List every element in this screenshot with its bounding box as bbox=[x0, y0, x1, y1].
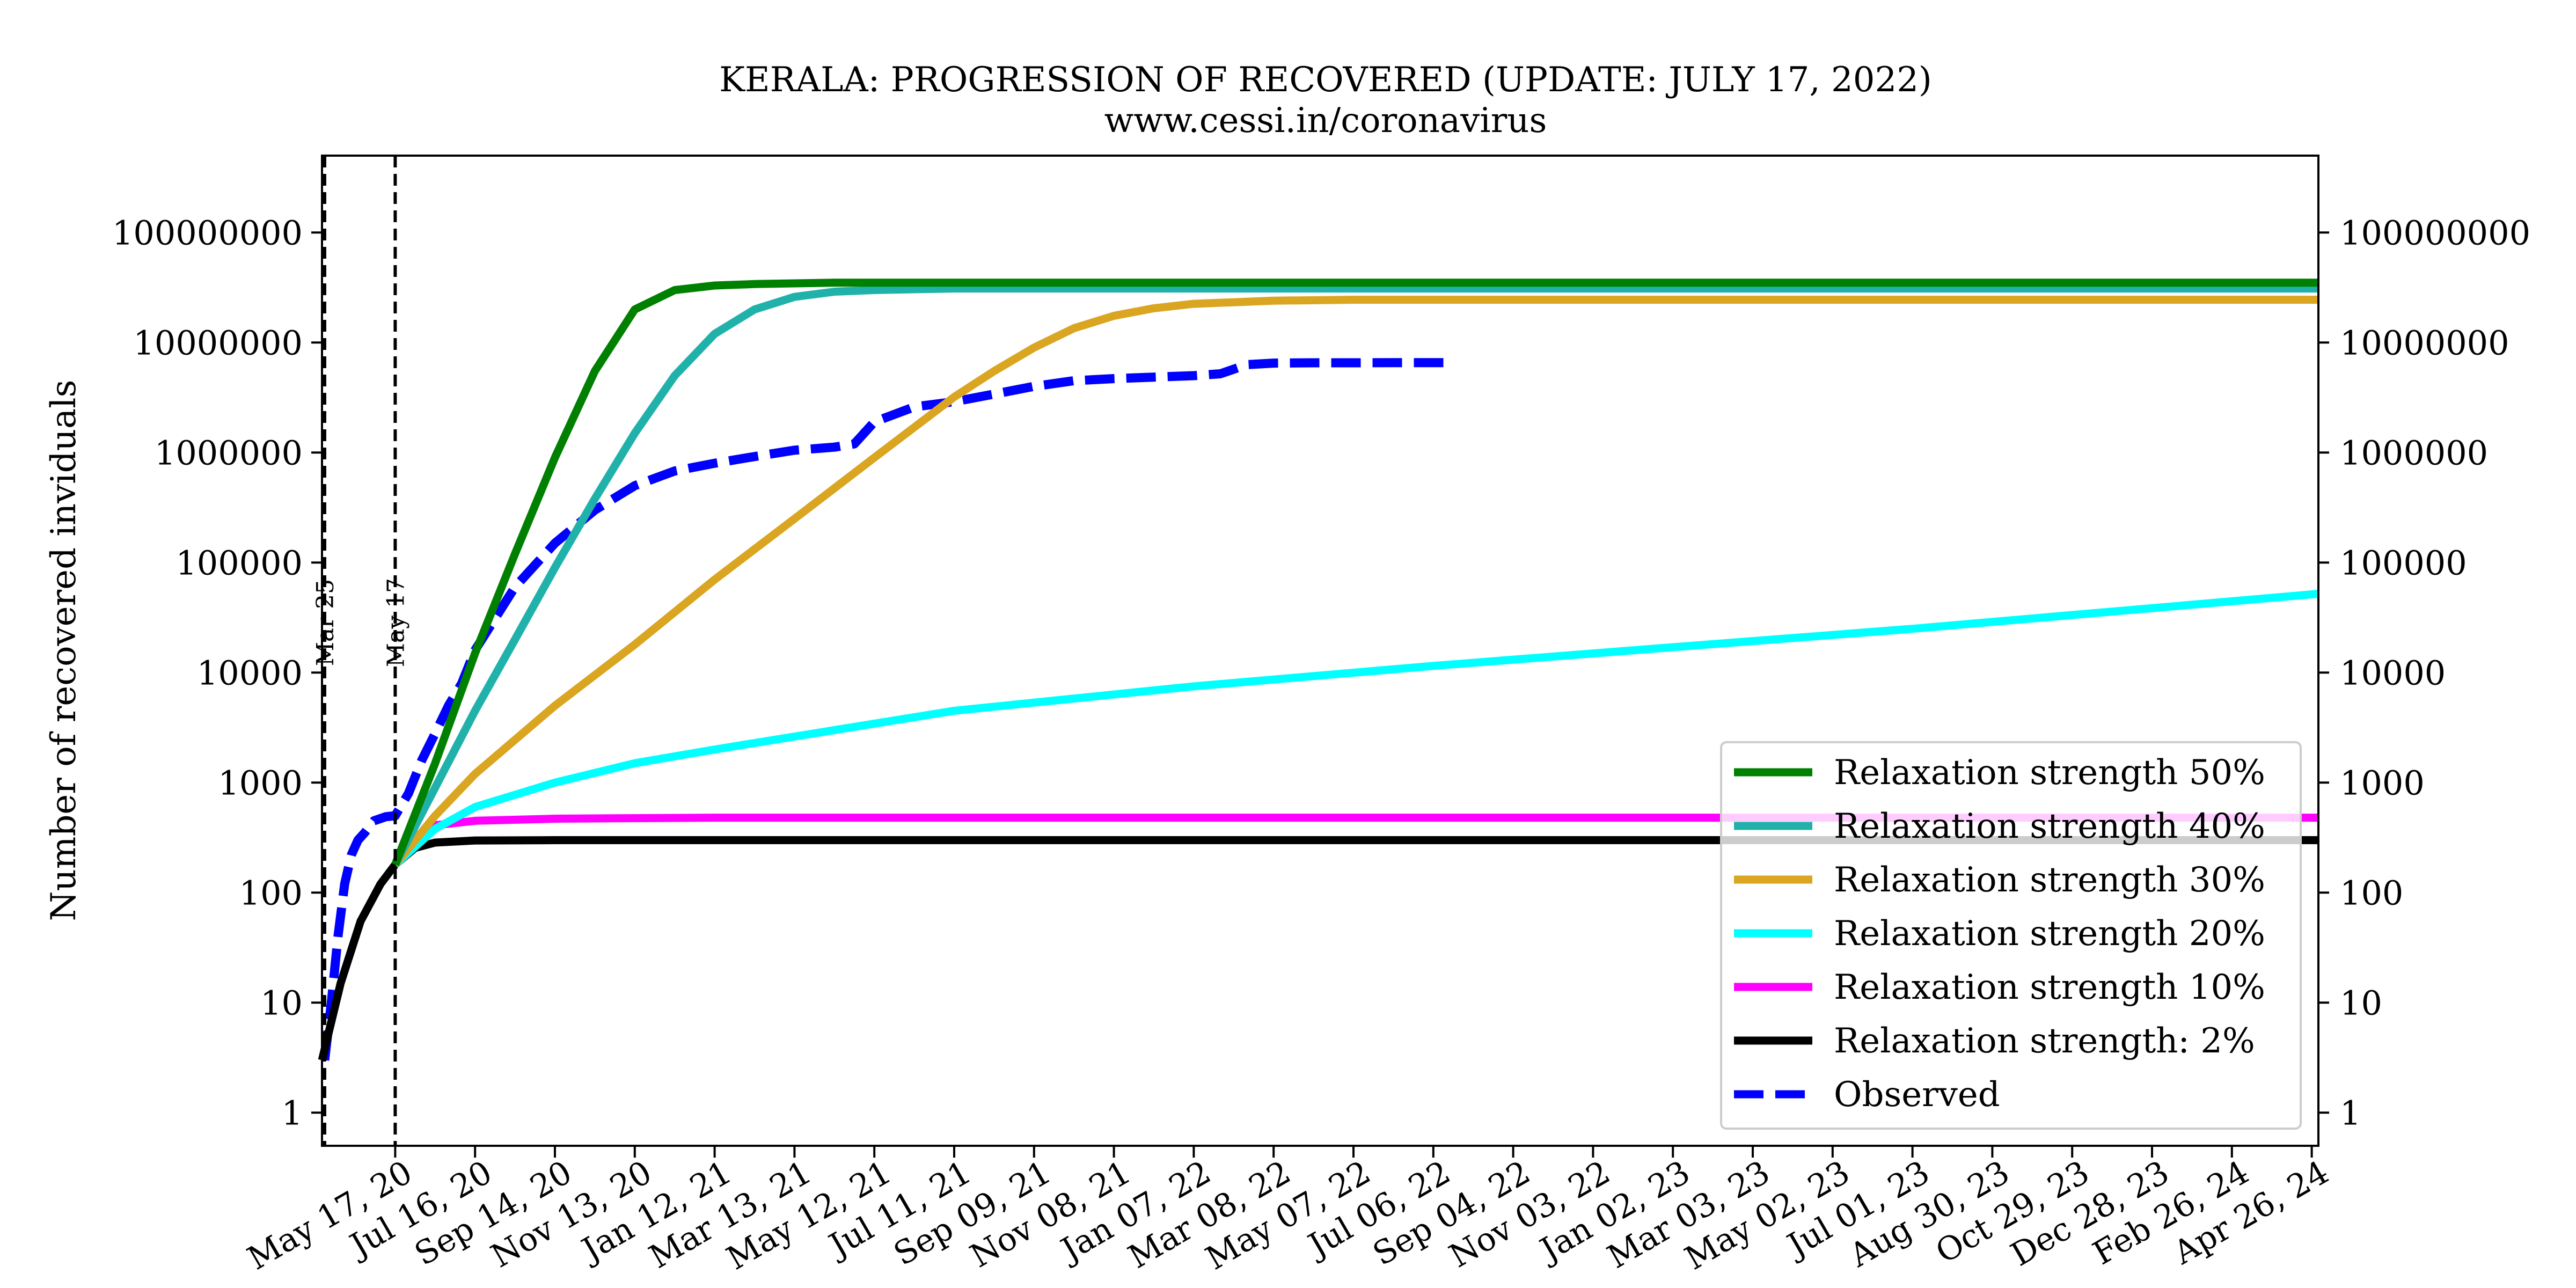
y-tick-label-right: 10000 bbox=[2340, 653, 2446, 692]
legend-label-relaxation-strength-30: Relaxation strength 30% bbox=[1834, 860, 2265, 900]
y-tick-label-right: 1000000 bbox=[2340, 433, 2488, 472]
series-line-relaxation-strength-40 bbox=[391, 284, 2318, 867]
y-tick-label-left: 10000 bbox=[197, 653, 303, 692]
y-tick-label-left: 100 bbox=[239, 873, 303, 912]
series-line-relaxation-strength-20 bbox=[392, 590, 2319, 868]
legend-label-relaxation-strength-10: Relaxation strength 10% bbox=[1834, 968, 2265, 1007]
y-tick-label-right: 1000 bbox=[2340, 763, 2425, 802]
y-tick-label-left: 100000000 bbox=[112, 213, 303, 252]
y-tick-label-right: 10000000 bbox=[2340, 323, 2509, 362]
y-tick-label-left: 1 bbox=[282, 1093, 303, 1132]
legend-label-relaxation-strength-50: Relaxation strength 50% bbox=[1834, 753, 2265, 793]
chart-subtitle: www.cessi.in/coronavirus bbox=[1104, 101, 1547, 141]
y-axis-label: Number of recovered inviduals bbox=[44, 380, 84, 921]
chart-title: KERALA: PROGRESSION OF RECOVERED (UPDATE… bbox=[719, 60, 1932, 100]
event-label-mar-25: Mar 25 bbox=[312, 579, 339, 666]
y-tick-label-left: 10000000 bbox=[133, 323, 303, 362]
legend-label-observed: Observed bbox=[1834, 1075, 2000, 1115]
y-tick-label-right: 100 bbox=[2340, 873, 2403, 912]
event-label-may-17: May 17 bbox=[382, 578, 409, 667]
plot-frame bbox=[321, 155, 2319, 1147]
y-tick-label-right: 100000 bbox=[2340, 543, 2467, 582]
plot-lines bbox=[318, 279, 2319, 1062]
legend-label-relaxation-strength-40: Relaxation strength 40% bbox=[1834, 807, 2265, 846]
series-line-relaxation-strength-30 bbox=[392, 296, 2318, 867]
series-line-relaxation-strength-2 bbox=[318, 836, 2318, 1062]
y-tick-label-left: 1000 bbox=[218, 763, 303, 802]
legend-label-relaxation-strength-2: Relaxation strength: 2% bbox=[1834, 1021, 2255, 1061]
y-tick-label-right: 100000000 bbox=[2340, 213, 2530, 252]
y-tick-label-left: 10 bbox=[260, 983, 303, 1022]
event-lines: Mar 25 May 17 bbox=[312, 156, 409, 1146]
y-tick-label-right: 10 bbox=[2340, 983, 2382, 1022]
y-tick-label-left: 100000 bbox=[175, 543, 303, 582]
y-tick-label-left: 1000000 bbox=[155, 433, 303, 472]
y-tick-label-right: 1 bbox=[2340, 1093, 2361, 1132]
series-line-relaxation-strength-50 bbox=[391, 279, 2318, 866]
y-ticks: 1 1 10 10 100 100 1000 1000 10000 10000 100000 1000… bbox=[112, 213, 2530, 1132]
series-line-observed bbox=[320, 358, 1448, 1061]
legend-box bbox=[1720, 741, 2302, 1130]
legend: Relaxation strength 50% Relaxation streng… bbox=[1720, 741, 2302, 1130]
legend-label-relaxation-strength-20: Relaxation strength 20% bbox=[1834, 914, 2265, 954]
